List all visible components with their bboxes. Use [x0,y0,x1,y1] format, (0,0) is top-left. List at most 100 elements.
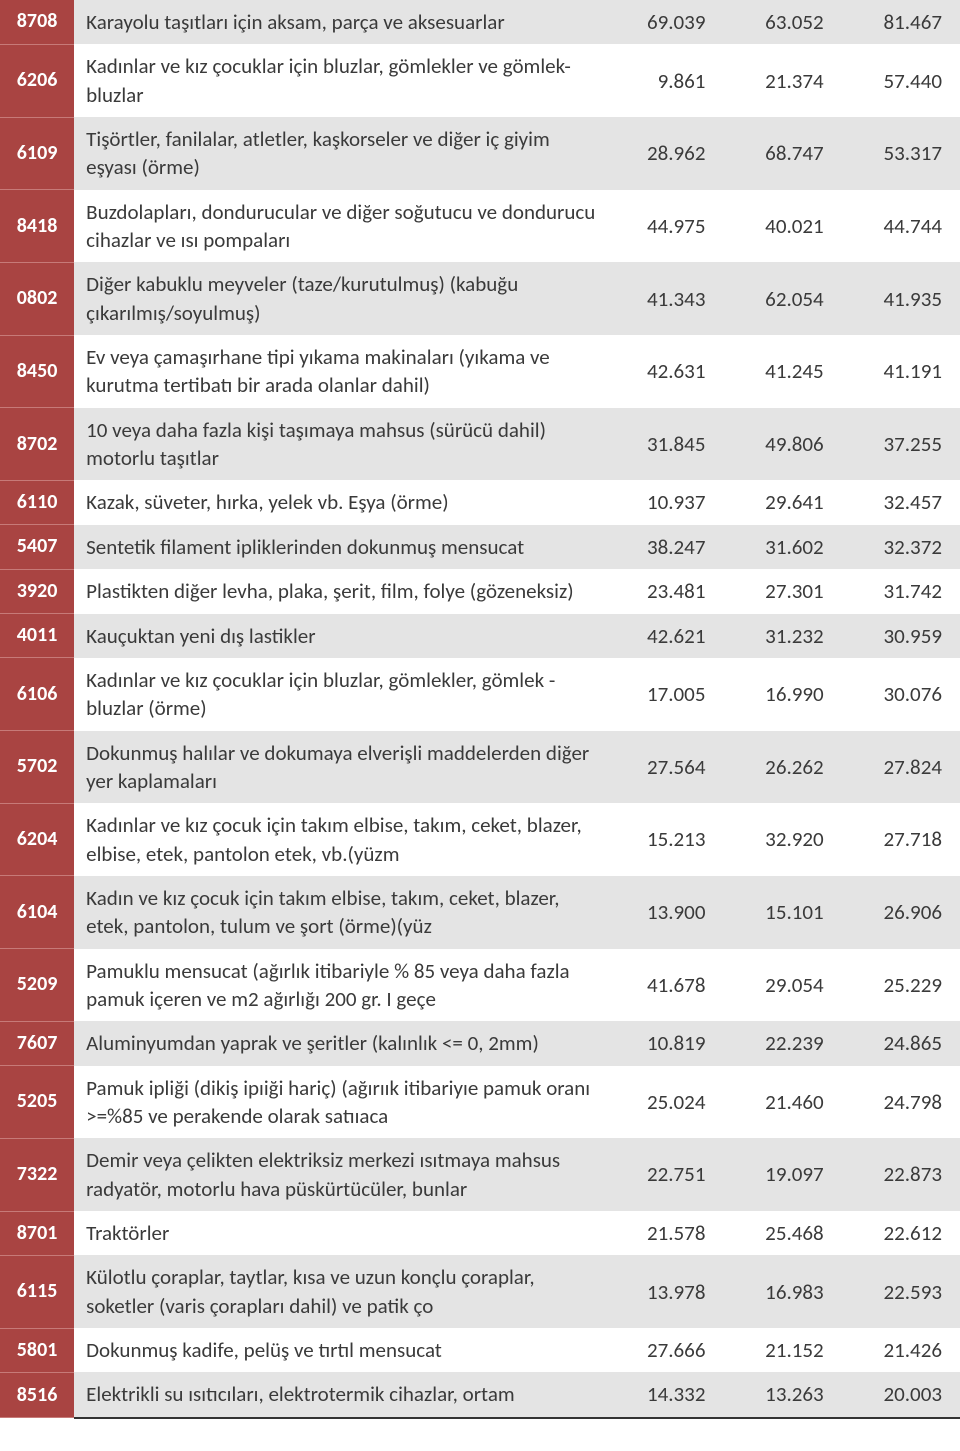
value-cell: 68.747 [723,117,841,190]
hs-code: 8418 [0,190,74,263]
value-cell: 37.255 [842,408,960,481]
table-row: 6109Tişörtler, fanilalar, atletler, kaşk… [0,117,960,190]
value-cell: 10.937 [605,480,723,524]
hs-code: 8702 [0,408,74,481]
description: Kadınlar ve kız çocuklar için bluzlar, g… [74,658,605,731]
value-cell: 15.213 [605,803,723,876]
table-row: 6104Kadın ve kız çocuk için takım elbise… [0,876,960,949]
hs-code: 5702 [0,731,74,804]
value-cell: 69.039 [605,0,723,44]
value-cell: 42.621 [605,614,723,658]
description: Aluminyumdan yaprak ve şeritler (kalınlı… [74,1021,605,1065]
description: Pamuklu mensucat (ağırlık itibariyle % 8… [74,949,605,1022]
description: Kauçuktan yeni dış lastikler [74,614,605,658]
value-cell: 28.962 [605,117,723,190]
value-cell: 62.054 [723,262,841,335]
value-cell: 30.959 [842,614,960,658]
value-cell: 41.935 [842,262,960,335]
description: Elektrikli su ısıtıcıları, elektrotermik… [74,1372,605,1417]
hs-code: 7607 [0,1021,74,1065]
table-row: 0802Diğer kabuklu meyveler (taze/kurutul… [0,262,960,335]
table-row: 6106Kadınlar ve kız çocuklar için bluzla… [0,658,960,731]
description: Pamuk ipliği (dikiş ipıiği hariç) (ağırı… [74,1066,605,1139]
value-cell: 13.263 [723,1372,841,1417]
value-cell: 38.247 [605,525,723,569]
value-cell: 81.467 [842,0,960,44]
value-cell: 32.372 [842,525,960,569]
value-cell: 41.678 [605,949,723,1022]
value-cell: 42.631 [605,335,723,408]
description: Ev veya çamaşırhane tipi yıkama makinala… [74,335,605,408]
value-cell: 22.751 [605,1138,723,1211]
hs-code: 5801 [0,1328,74,1372]
value-cell: 21.152 [723,1328,841,1372]
hs-code: 0802 [0,262,74,335]
hs-code: 7322 [0,1138,74,1211]
table-row: 8516Elektrikli su ısıtıcıları, elektrote… [0,1372,960,1417]
description: Dokunmuş halılar ve dokumaya elverişli m… [74,731,605,804]
table-row: 8708Karayolu taşıtları için aksam, parça… [0,0,960,44]
value-cell: 44.744 [842,190,960,263]
table-row: 870210 veya daha fazla kişi taşımaya mah… [0,408,960,481]
value-cell: 22.239 [723,1021,841,1065]
value-cell: 40.021 [723,190,841,263]
value-cell: 63.052 [723,0,841,44]
table-row: 5801Dokunmuş kadife, pelüş ve tırtıl men… [0,1328,960,1372]
description: Dokunmuş kadife, pelüş ve tırtıl mensuca… [74,1328,605,1372]
description: Kadınlar ve kız çocuklar için bluzlar, g… [74,44,605,117]
hs-code: 5407 [0,525,74,569]
table-row: 5407Sentetik filament ipliklerinden doku… [0,525,960,569]
value-cell: 31.742 [842,569,960,613]
value-cell: 27.666 [605,1328,723,1372]
value-cell: 49.806 [723,408,841,481]
value-cell: 25.468 [723,1211,841,1255]
hs-code: 3920 [0,569,74,613]
value-cell: 24.798 [842,1066,960,1139]
description: Kadın ve kız çocuk için takım elbise, ta… [74,876,605,949]
hs-code: 8701 [0,1211,74,1255]
value-cell: 21.426 [842,1328,960,1372]
hs-code: 5205 [0,1066,74,1139]
hs-code: 6104 [0,876,74,949]
value-cell: 30.076 [842,658,960,731]
table-row: 6110Kazak, süveter, hırka, yelek vb. Eşy… [0,480,960,524]
value-cell: 31.232 [723,614,841,658]
hs-code: 6106 [0,658,74,731]
value-cell: 22.593 [842,1255,960,1328]
hs-code: 4011 [0,614,74,658]
description: Kadınlar ve kız çocuk için takım elbise,… [74,803,605,876]
value-cell: 20.003 [842,1372,960,1417]
value-cell: 14.332 [605,1372,723,1417]
table-row: 6206Kadınlar ve kız çocuklar için bluzla… [0,44,960,117]
hs-code: 6206 [0,44,74,117]
hs-code: 8450 [0,335,74,408]
value-cell: 16.990 [723,658,841,731]
value-cell: 23.481 [605,569,723,613]
description: Karayolu taşıtları için aksam, parça ve … [74,0,605,44]
value-cell: 32.457 [842,480,960,524]
table-row: 5702Dokunmuş halılar ve dokumaya elveriş… [0,731,960,804]
value-cell: 10.819 [605,1021,723,1065]
value-cell: 29.641 [723,480,841,524]
description: 10 veya daha fazla kişi taşımaya mahsus … [74,408,605,481]
table-row: 7322Demir veya çelikten elektriksiz merk… [0,1138,960,1211]
description: Plastikten diğer levha, plaka, şerit, fi… [74,569,605,613]
table-row: 4011Kauçuktan yeni dış lastikler42.62131… [0,614,960,658]
description: Sentetik filament ipliklerinden dokunmuş… [74,525,605,569]
table-row: 8701Traktörler21.57825.46822.612 [0,1211,960,1255]
value-cell: 53.317 [842,117,960,190]
value-cell: 41.245 [723,335,841,408]
value-cell: 19.097 [723,1138,841,1211]
value-cell: 16.983 [723,1255,841,1328]
value-cell: 32.920 [723,803,841,876]
value-cell: 27.718 [842,803,960,876]
table-row: 6204Kadınlar ve kız çocuk için takım elb… [0,803,960,876]
value-cell: 26.906 [842,876,960,949]
description: Traktörler [74,1211,605,1255]
hs-code: 6204 [0,803,74,876]
hs-code: 6110 [0,480,74,524]
value-cell: 25.024 [605,1066,723,1139]
hs-code: 8516 [0,1372,74,1417]
value-cell: 31.602 [723,525,841,569]
value-cell: 24.865 [842,1021,960,1065]
